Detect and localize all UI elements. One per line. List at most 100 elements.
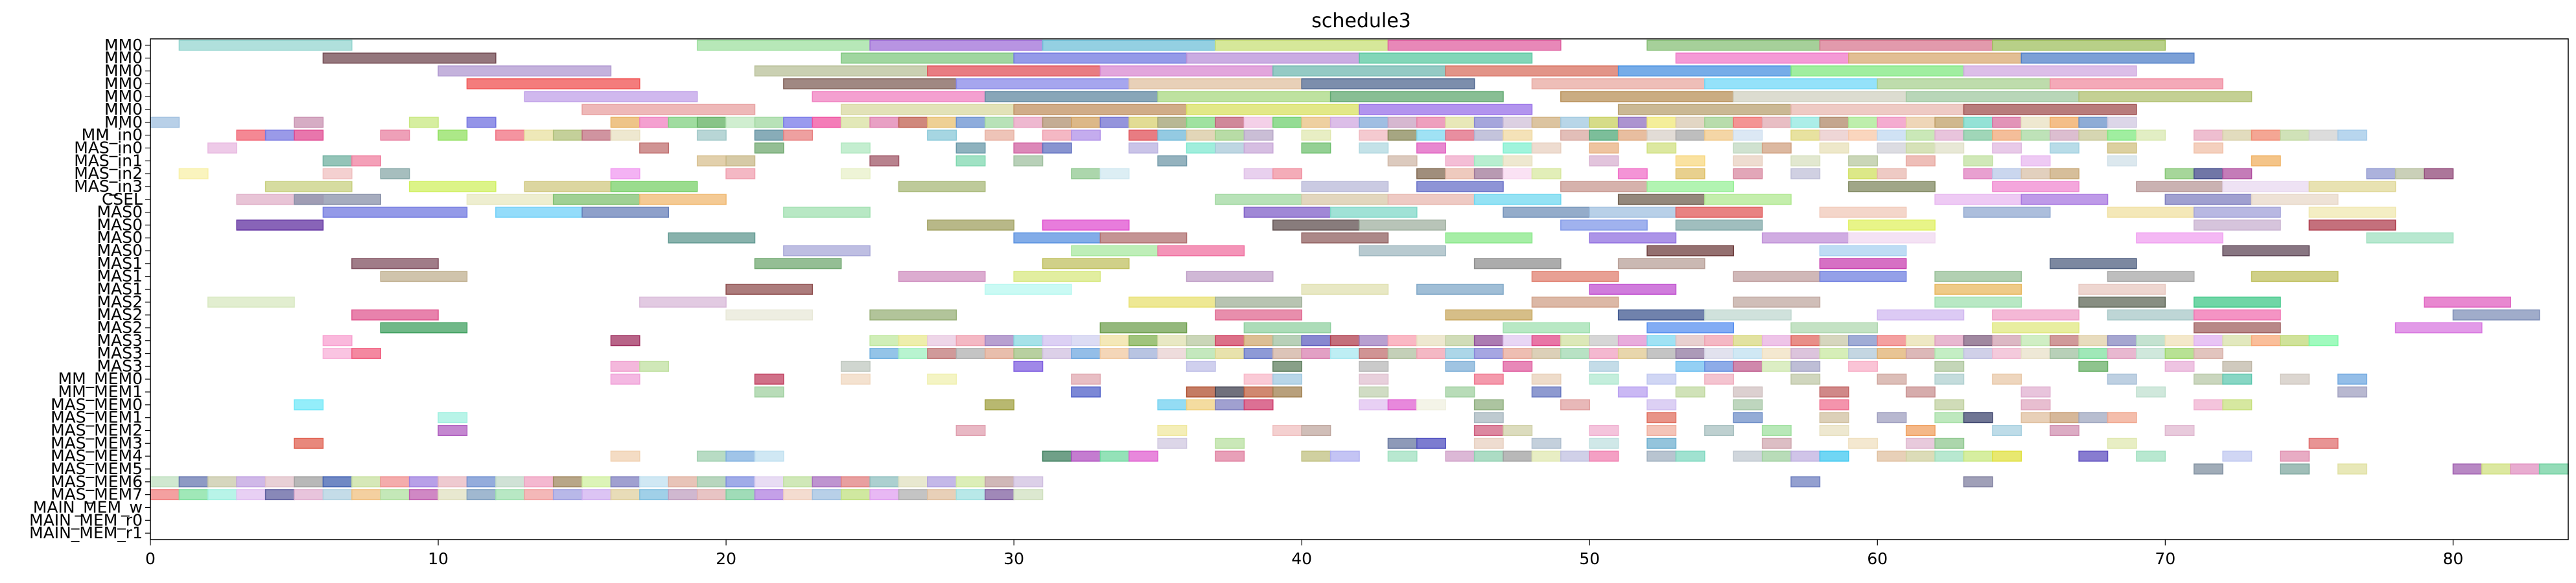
- task-bar: [264, 130, 295, 141]
- task-bar: [610, 373, 640, 385]
- task-bar: [1617, 194, 1705, 205]
- task-bar: [1099, 348, 1130, 360]
- task-bar: [1733, 130, 1763, 141]
- task-bar: [2308, 130, 2339, 141]
- task-bar: [1387, 155, 1418, 166]
- task-bar: [1819, 450, 1849, 462]
- task-bar: [466, 78, 640, 89]
- task-bar: [1243, 117, 1274, 128]
- task-bar: [2193, 219, 2281, 231]
- task-bar: [1215, 386, 1245, 398]
- task-bar: [380, 322, 468, 334]
- task-bar: [1934, 360, 1965, 372]
- task-bar: [927, 348, 957, 360]
- task-bar: [1013, 142, 1044, 154]
- task-bar: [1186, 142, 1216, 154]
- task-bar: [725, 489, 756, 501]
- task-bar: [2193, 322, 2281, 334]
- task-bar: [812, 117, 842, 128]
- task-bar: [438, 476, 468, 488]
- task-bar: [1704, 360, 1735, 372]
- task-bar: [1215, 437, 1245, 449]
- task-bar: [1186, 360, 1216, 372]
- task-bar: [2366, 168, 2396, 179]
- task-bar: [207, 476, 237, 488]
- task-bar: [1819, 245, 1907, 257]
- task-bar: [1243, 130, 1274, 141]
- task-bar: [1387, 437, 1418, 449]
- y-tick-label: MM0: [104, 113, 143, 131]
- task-bar: [1359, 373, 1389, 385]
- task-bar: [1473, 412, 1504, 424]
- task-bar: [1992, 373, 2022, 385]
- task-bar: [1761, 232, 1849, 244]
- task-bar: [1560, 219, 1648, 231]
- task-bar: [1042, 40, 1216, 51]
- task-bar: [1503, 207, 1590, 218]
- task-bar: [984, 399, 1014, 411]
- task-bar: [1589, 142, 1619, 154]
- task-bar: [1877, 348, 1907, 360]
- task-bar: [1617, 104, 1792, 115]
- task-bar: [1934, 296, 2022, 308]
- task-bar: [1963, 412, 1993, 424]
- task-bar: [1589, 284, 1677, 295]
- task-bar: [1272, 348, 1302, 360]
- task-bar: [927, 335, 957, 347]
- task-bar: [639, 296, 727, 308]
- y-tick-label: MM0: [104, 87, 143, 106]
- task-bar: [2136, 232, 2223, 244]
- task-bar: [869, 335, 900, 347]
- task-bar: [783, 117, 814, 128]
- task-bar: [294, 117, 324, 128]
- task-bar: [1531, 168, 1562, 179]
- task-bar: [2280, 373, 2310, 385]
- task-bar: [1992, 335, 2022, 347]
- task-bar: [1790, 476, 1821, 488]
- task-bar: [178, 168, 209, 179]
- task-bar: [610, 489, 640, 501]
- task-bar: [2164, 335, 2195, 347]
- task-bar: [1877, 335, 1907, 347]
- y-tick-label: MAS_in1: [74, 151, 143, 170]
- task-bar: [1733, 168, 1763, 179]
- task-bar: [524, 181, 612, 192]
- task-bar: [1905, 348, 1936, 360]
- task-bar: [1503, 360, 1533, 372]
- x-tick-label: 30: [1003, 549, 1024, 568]
- task-bar: [1963, 130, 1993, 141]
- task-bar: [840, 117, 871, 128]
- task-bar: [2193, 348, 2223, 360]
- task-bar: [2222, 130, 2253, 141]
- task-bar: [2078, 296, 2166, 308]
- task-bar: [2222, 399, 2253, 411]
- y-tick-label: MM0: [104, 74, 143, 93]
- y-tick-label: MAS_in0: [74, 138, 143, 157]
- task-bar: [1445, 309, 1533, 321]
- task-bar: [2020, 52, 2195, 64]
- task-bar: [2049, 412, 2079, 424]
- task-bar: [2164, 168, 2195, 179]
- task-bar: [408, 476, 439, 488]
- task-bar: [2078, 130, 2109, 141]
- task-bar: [696, 476, 727, 488]
- task-bar: [351, 155, 381, 166]
- task-bar: [1617, 117, 1648, 128]
- task-bar: [1013, 489, 1044, 501]
- task-bar: [1617, 309, 1705, 321]
- task-bar: [150, 476, 180, 488]
- task-bar: [1013, 476, 1044, 488]
- task-bar: [840, 476, 871, 488]
- task-bar: [1877, 78, 2051, 89]
- task-bar: [1905, 130, 1936, 141]
- task-bar: [1013, 271, 1101, 282]
- task-bar: [2452, 463, 2483, 475]
- task-bar: [1272, 425, 1302, 437]
- task-bar: [955, 476, 986, 488]
- task-bar: [1790, 117, 1821, 128]
- task-bar: [1329, 450, 1360, 462]
- task-bar: [725, 476, 756, 488]
- task-bar: [1416, 181, 1504, 192]
- task-bar: [1013, 335, 1044, 347]
